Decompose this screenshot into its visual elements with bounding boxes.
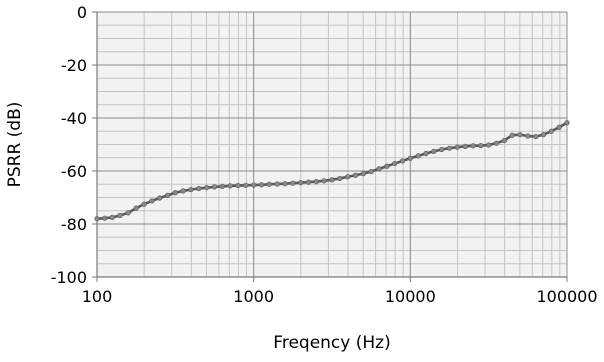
- data-point: [164, 192, 171, 198]
- data-point: [282, 181, 288, 187]
- data-point: [227, 183, 233, 189]
- data-point: [454, 144, 460, 150]
- data-point: [501, 137, 507, 144]
- y-tick-label: -20: [61, 56, 87, 75]
- data-point: [431, 148, 437, 154]
- data-point: [415, 153, 421, 159]
- x-tick-label: 10000: [385, 287, 436, 306]
- data-point: [235, 182, 241, 189]
- data-point: [188, 186, 194, 193]
- data-point: [298, 180, 304, 186]
- data-point: [94, 216, 100, 222]
- data-point: [337, 175, 343, 182]
- data-point: [258, 182, 265, 188]
- data-point: [446, 145, 453, 151]
- data-point: [564, 120, 570, 126]
- data-point: [149, 198, 155, 204]
- data-point: [368, 168, 374, 175]
- data-point: [345, 174, 351, 180]
- data-point: [525, 133, 531, 139]
- data-point: [517, 132, 523, 138]
- data-point: [376, 166, 382, 172]
- x-tick-label: 100: [82, 287, 113, 306]
- x-axis-title: Freqency (Hz): [273, 333, 390, 353]
- data-point: [352, 172, 359, 178]
- data-point: [305, 179, 312, 185]
- y-tick-label: -60: [61, 162, 87, 181]
- y-tick-label: -80: [61, 215, 87, 234]
- data-point: [384, 163, 390, 169]
- y-tick-label: -100: [51, 268, 87, 287]
- data-point: [548, 128, 554, 134]
- data-point: [290, 180, 296, 186]
- data-point: [392, 160, 398, 167]
- data-point: [133, 205, 139, 211]
- data-point: [462, 143, 468, 149]
- data-point: [439, 146, 445, 153]
- data-point: [478, 142, 484, 149]
- data-point: [321, 178, 327, 184]
- data-point: [243, 182, 249, 188]
- data-point: [109, 214, 115, 220]
- data-point: [313, 179, 319, 185]
- data-point: [180, 188, 186, 194]
- y-tick-label: -40: [61, 109, 87, 128]
- data-point: [556, 124, 562, 130]
- data-point: [399, 158, 406, 164]
- data-point: [493, 140, 500, 146]
- data-point: [274, 181, 280, 187]
- data-point: [102, 215, 108, 221]
- data-point: [533, 133, 539, 140]
- data-point: [423, 150, 429, 157]
- data-point: [486, 142, 492, 148]
- data-point: [157, 195, 163, 201]
- data-point: [204, 185, 210, 191]
- data-point: [117, 212, 123, 219]
- data-point: [266, 181, 272, 187]
- x-tick-label: 100000: [536, 287, 597, 306]
- data-point: [509, 132, 515, 138]
- data-point: [219, 183, 225, 189]
- y-tick-label: 0: [77, 3, 87, 22]
- y-axis-title: PSRR (dB): [5, 102, 25, 188]
- data-point: [211, 184, 218, 190]
- data-point: [125, 210, 131, 216]
- data-point: [540, 132, 547, 138]
- data-point: [329, 177, 335, 183]
- data-point: [407, 155, 413, 161]
- data-point: [251, 182, 257, 188]
- data-point: [196, 185, 202, 192]
- data-point: [172, 190, 178, 196]
- data-point: [470, 143, 476, 149]
- data-point: [360, 171, 366, 177]
- x-tick-label: 1000: [233, 287, 274, 306]
- data-point: [141, 201, 147, 207]
